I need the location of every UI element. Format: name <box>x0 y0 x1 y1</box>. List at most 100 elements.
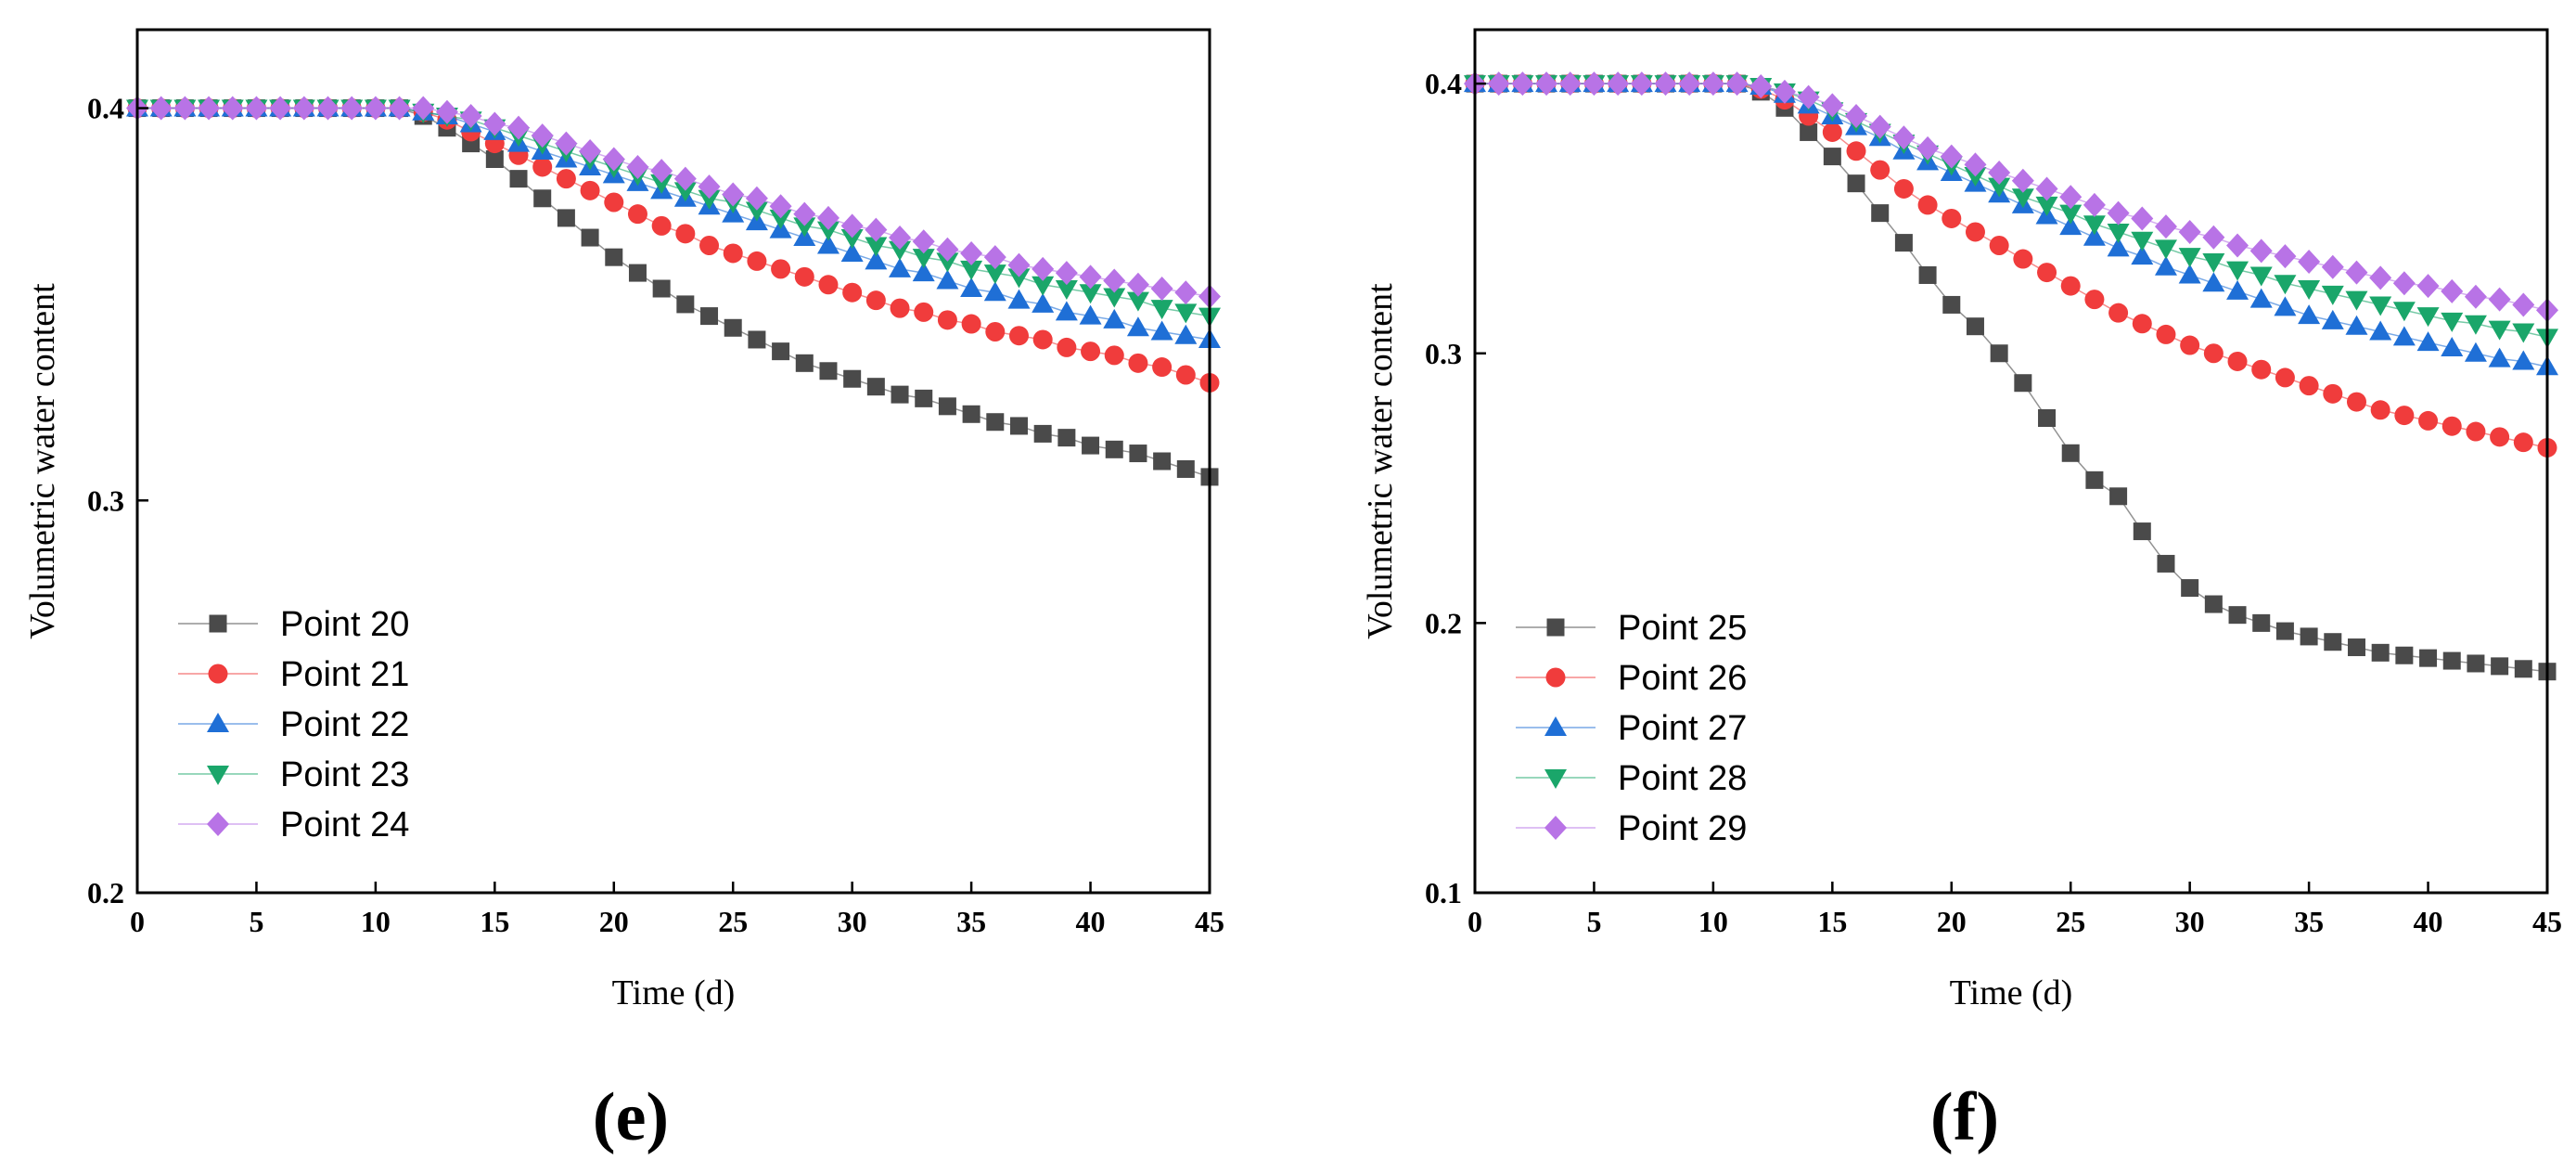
series-point-29 <box>1464 71 2558 323</box>
data-point <box>650 159 673 184</box>
data-point <box>1916 135 1940 161</box>
data-point <box>889 226 912 251</box>
data-point <box>2203 343 2224 364</box>
data-point <box>1079 264 1102 290</box>
data-point <box>1103 288 1126 308</box>
legend-label: Point 28 <box>1618 759 1747 798</box>
data-point <box>865 290 886 311</box>
data-point <box>1104 345 1124 366</box>
data-point <box>2464 284 2487 309</box>
data-point <box>2345 290 2368 311</box>
y-tick-label: 0.4 <box>1425 67 1462 100</box>
data-point <box>2345 260 2368 285</box>
data-point <box>2321 254 2344 279</box>
data-point <box>2202 225 2225 250</box>
data-point <box>627 204 647 225</box>
data-point <box>1701 71 1724 97</box>
legend-marker <box>207 812 229 836</box>
data-point <box>1032 256 1055 281</box>
data-point <box>2512 323 2535 343</box>
data-point <box>652 279 671 298</box>
y-axis-title: Volumetric water content <box>23 283 62 639</box>
data-point <box>819 362 838 380</box>
data-point <box>2392 271 2416 296</box>
data-point <box>1008 326 1029 346</box>
data-point <box>1940 144 1963 169</box>
panel-label-e: (e) <box>593 1079 669 1155</box>
data-point <box>2011 188 2034 209</box>
data-point <box>1868 114 1891 139</box>
data-point <box>843 369 862 388</box>
data-point <box>673 166 697 191</box>
data-point <box>1942 208 1962 228</box>
data-point <box>2464 315 2487 335</box>
data-point <box>912 229 935 254</box>
chart-panel-e: 0 5 10 15 20 25 30 35 40 45 0.2 0.3 0.4 Time (d) Vol… <box>23 28 1224 1155</box>
data-point <box>1055 261 1078 286</box>
data-point <box>2512 350 2535 370</box>
data-point <box>2107 237 2130 257</box>
series-line <box>1475 83 2548 449</box>
data-point <box>412 96 435 121</box>
data-point <box>1105 440 1123 458</box>
data-point <box>269 96 292 121</box>
legend-marker <box>1544 769 1567 789</box>
data-point <box>1150 300 1173 320</box>
data-point <box>2345 315 2368 335</box>
x-tick-label: 15 <box>1817 905 1847 938</box>
data-point <box>2441 278 2464 303</box>
data-point <box>793 217 816 238</box>
data-point <box>793 201 816 226</box>
x-tick-label: 10 <box>1698 905 1728 938</box>
data-point <box>2178 219 2201 244</box>
data-point <box>914 302 934 322</box>
data-point <box>1558 71 1582 97</box>
data-point <box>816 205 839 230</box>
series-point-28 <box>1464 75 2558 349</box>
data-point <box>2131 245 2154 265</box>
data-point <box>1847 174 1865 193</box>
data-point <box>891 385 909 404</box>
data-point <box>748 330 766 349</box>
data-point <box>1893 178 1914 199</box>
legend-label: Point 27 <box>1618 709 1747 748</box>
data-point <box>1153 452 1172 470</box>
data-point <box>1821 93 1844 118</box>
y-axis-title: Volumetric water content <box>1361 283 1400 639</box>
data-point <box>2514 660 2532 678</box>
data-point <box>865 250 888 270</box>
data-point <box>1174 280 1198 305</box>
data-point <box>604 192 624 213</box>
series-point-24 <box>126 96 1221 309</box>
data-point <box>557 209 575 227</box>
data-point <box>2249 288 2273 308</box>
data-point <box>2180 335 2200 355</box>
y-tick-label: 0.1 <box>1425 876 1462 909</box>
data-point <box>149 96 173 121</box>
data-point <box>2466 421 2486 442</box>
legend-label: Point 23 <box>280 755 409 794</box>
legend-item: Point 20 <box>178 605 409 644</box>
data-point <box>769 194 792 219</box>
legend-item: Point 29 <box>1516 809 1747 848</box>
data-point <box>435 99 458 124</box>
data-point <box>628 264 647 282</box>
data-point <box>1894 234 1913 252</box>
data-point <box>2392 326 2416 346</box>
data-point <box>2035 196 2058 216</box>
data-point <box>2061 444 2080 462</box>
data-point <box>2369 320 2392 341</box>
data-point <box>1150 320 1173 341</box>
data-point <box>1032 329 1053 350</box>
data-point <box>2154 255 2177 276</box>
data-point <box>1007 252 1031 277</box>
data-point <box>936 269 959 290</box>
data-point <box>2038 409 2057 427</box>
data-point <box>1773 79 1796 104</box>
data-point <box>772 342 790 361</box>
data-point <box>2014 374 2032 393</box>
data-point <box>292 96 315 121</box>
data-point <box>1055 301 1078 321</box>
series-point-27 <box>1464 72 2558 376</box>
